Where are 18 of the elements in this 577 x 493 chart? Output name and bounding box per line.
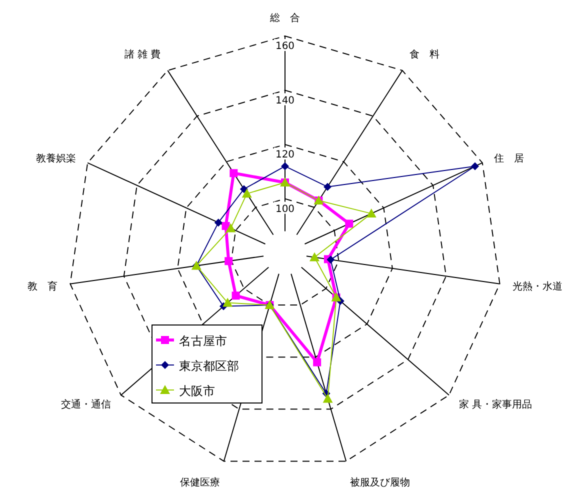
y-tick-label: 140	[275, 95, 295, 106]
legend-label: 東京都区部	[179, 359, 239, 373]
y-tick-label: 100	[275, 204, 295, 215]
spoke-label: 保健医療	[180, 476, 220, 489]
spoke-label: 家 具・家事用品	[458, 398, 532, 411]
y-tick-label: 160	[275, 41, 295, 52]
spoke-label: 諸 雑 費	[124, 48, 161, 60]
y-tick-label: 120	[275, 150, 295, 160]
legend-label: 名古屋市	[179, 334, 227, 348]
spoke-label: 食 料	[409, 48, 440, 60]
spoke-label: 交通・通信	[61, 398, 112, 411]
spoke-label: 光熱・水道	[512, 280, 563, 293]
spoke-label: 教養娯楽	[36, 152, 76, 164]
spoke-label: 総 合	[269, 12, 300, 24]
spoke-label: 住 居	[494, 153, 524, 164]
legend-label: 大阪市	[179, 384, 215, 398]
spoke-label: 被服及び履物	[350, 476, 410, 489]
spoke-label: 教 育	[27, 280, 58, 293]
